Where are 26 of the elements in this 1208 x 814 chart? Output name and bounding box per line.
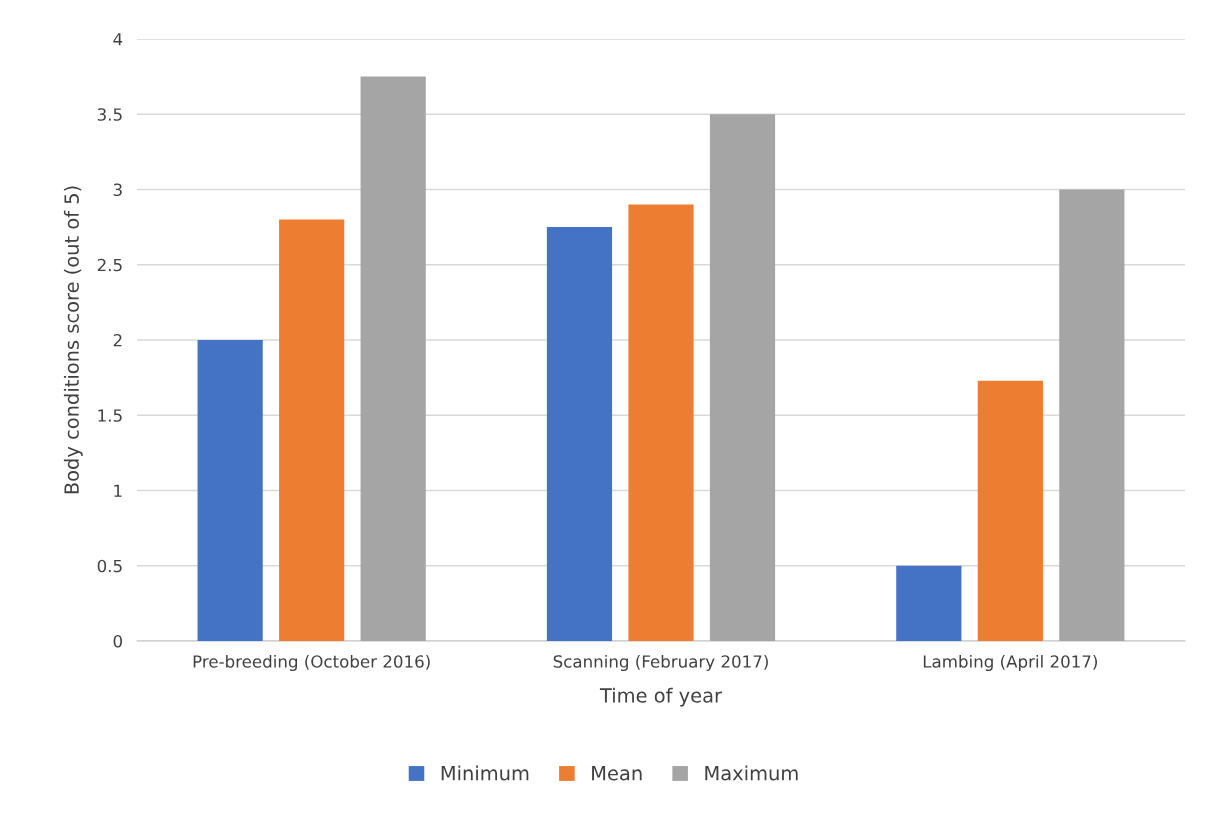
- bar: [709, 114, 776, 641]
- bar: [360, 76, 426, 641]
- y-tick-label: 4: [113, 33, 123, 46]
- legend-label: Mean: [592, 766, 642, 781]
- y-tick-label: 0: [113, 634, 122, 648]
- y-axis-title: Body conditions score (out of 5): [63, 186, 83, 494]
- x-tick-label: Lambing (April 2017): [923, 654, 1097, 672]
- legend-label: Minimum: [441, 765, 529, 781]
- bar: [628, 204, 694, 641]
- bar: [279, 219, 345, 641]
- legend-label: Maximum: [705, 765, 798, 781]
- y-tick-label: 2.5: [97, 258, 122, 272]
- bar: [546, 227, 613, 641]
- x-axis-title: Time of year: [599, 687, 723, 707]
- y-tick-label: 1.5: [98, 409, 122, 422]
- bar: [197, 340, 263, 641]
- bar: [977, 380, 1043, 641]
- bar: [1059, 189, 1125, 641]
- x-tick-label: Scanning (February 2017): [553, 654, 768, 672]
- y-tick-label: 3: [113, 183, 122, 197]
- x-tick-label: Pre-breeding (October 2016): [193, 654, 430, 672]
- y-tick-label: 0.5: [97, 559, 122, 573]
- y-tick-label: 3.5: [97, 108, 122, 121]
- y-tick-label: 1: [114, 484, 122, 497]
- y-tick-label: 2: [113, 333, 122, 347]
- bar: [896, 565, 962, 641]
